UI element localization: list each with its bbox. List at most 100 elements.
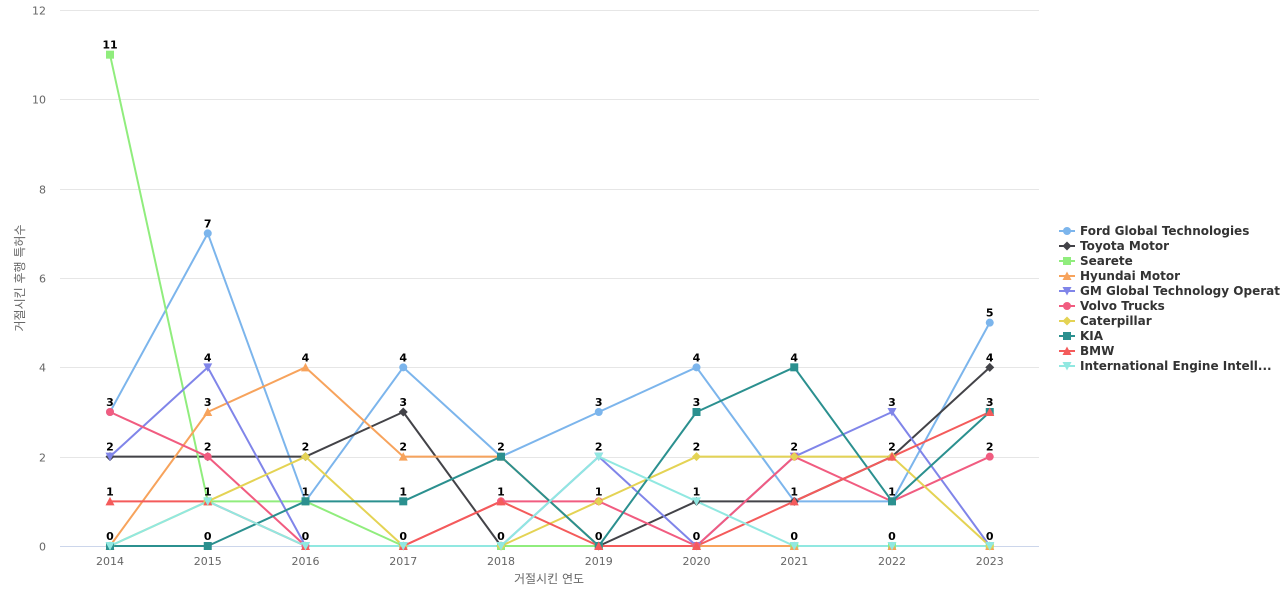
legend-marker [1063, 332, 1071, 340]
data-point [398, 407, 408, 417]
data-label: 0 [497, 530, 505, 543]
series-line [109, 411, 991, 547]
legend-item[interactable]: Searete [1059, 254, 1133, 268]
y-tick-label: 8 [39, 184, 46, 197]
legend-item[interactable]: KIA [1059, 329, 1104, 343]
y-tick-label: 10 [32, 94, 46, 107]
data-label: 5 [986, 307, 994, 320]
legend-item[interactable]: Volvo Trucks [1059, 299, 1165, 313]
data-point [985, 542, 995, 551]
legend-item[interactable]: GM Global Technology Operat... [1059, 284, 1280, 298]
data-point [203, 229, 212, 238]
data-point [594, 408, 603, 416]
data-label: 2 [106, 441, 114, 454]
legend-item[interactable]: Toyota Motor [1059, 239, 1169, 253]
data-label: 1 [693, 485, 701, 498]
series-line [109, 232, 991, 503]
y-tick-label: 6 [39, 273, 46, 286]
data-label: 0 [595, 530, 603, 543]
y-tick-label: 0 [39, 541, 46, 554]
legend-item[interactable]: Hyundai Motor [1059, 269, 1180, 283]
data-point [203, 363, 213, 372]
data-label: 0 [986, 530, 994, 543]
data-label: 2 [986, 441, 994, 454]
data-label: 2 [302, 441, 310, 454]
data-point [692, 408, 701, 416]
data-point [398, 542, 408, 551]
x-tick-label: 2021 [780, 555, 808, 568]
data-point [887, 452, 897, 461]
data-label: 2 [595, 441, 603, 454]
series-markers [105, 50, 995, 551]
data-point [692, 363, 701, 372]
data-point [301, 362, 310, 372]
x-tick-label: 2017 [389, 555, 417, 568]
data-point [692, 452, 701, 462]
data-label: 4 [693, 351, 701, 364]
data-label: 4 [204, 351, 212, 364]
data-label: 4 [302, 351, 310, 364]
x-tick-label: 2018 [487, 555, 515, 568]
data-label: 3 [693, 396, 701, 409]
data-point [399, 363, 408, 372]
data-point [985, 362, 995, 372]
legend-marker [1062, 271, 1072, 280]
data-label: 11 [102, 39, 117, 52]
data-point [985, 318, 994, 327]
data-label: 3 [106, 396, 114, 409]
data-point [301, 542, 310, 551]
series-line [109, 455, 991, 547]
legend-label: Toyota Motor [1080, 239, 1169, 253]
legend-item[interactable]: Ford Global Technologies [1059, 224, 1249, 238]
data-label: 1 [204, 485, 212, 498]
data-point [594, 452, 604, 462]
legend-item[interactable]: Caterpillar [1059, 314, 1152, 328]
legend-marker [1063, 302, 1071, 310]
x-tick-label: 2020 [683, 555, 711, 568]
data-label: 0 [693, 530, 701, 543]
data-point [301, 452, 310, 462]
data-label: 4 [790, 351, 798, 364]
legend-label: International Engine Intell... [1080, 359, 1272, 373]
data-label: 1 [497, 485, 505, 498]
data-label: 0 [302, 530, 310, 543]
legend-item[interactable]: International Engine Intell... [1059, 359, 1272, 373]
data-label: 3 [888, 396, 896, 409]
data-point [985, 452, 994, 461]
data-labels: 1132107432104210432102103210432104210321… [102, 39, 994, 543]
data-point [888, 497, 896, 506]
data-point [790, 363, 799, 372]
legend-label: GM Global Technology Operat... [1080, 284, 1280, 298]
x-axis-ticks: 2014 2015 2016 2017 2018 2019 2020 2021 2022 2023 [96, 555, 1004, 568]
legend-marker [1063, 227, 1071, 235]
x-tick-label: 2023 [976, 555, 1004, 568]
data-label: 2 [399, 441, 407, 454]
x-tick-label: 2015 [194, 555, 222, 568]
data-label: 4 [399, 351, 407, 364]
data-point [398, 452, 408, 461]
x-tick-label: 2014 [96, 555, 124, 568]
data-label: 3 [399, 396, 407, 409]
legend-marker [1062, 346, 1072, 355]
data-point [106, 50, 114, 59]
legend-label: KIA [1080, 329, 1104, 343]
legend-marker [1062, 362, 1072, 371]
data-label: 1 [302, 485, 310, 498]
data-label: 0 [790, 530, 798, 543]
data-point [789, 496, 799, 506]
series-line [109, 411, 991, 547]
data-point [203, 452, 212, 461]
data-point [203, 542, 212, 550]
data-label: 3 [204, 396, 212, 409]
data-point [105, 496, 115, 506]
x-axis-title: 거절시킨 연도 [514, 572, 584, 586]
data-label: 2 [790, 441, 798, 454]
data-point [496, 496, 506, 506]
data-point [789, 542, 799, 551]
data-point [203, 407, 213, 416]
data-label: 2 [693, 441, 701, 454]
legend-item[interactable]: BMW [1059, 344, 1114, 358]
data-label: 1 [106, 485, 114, 498]
